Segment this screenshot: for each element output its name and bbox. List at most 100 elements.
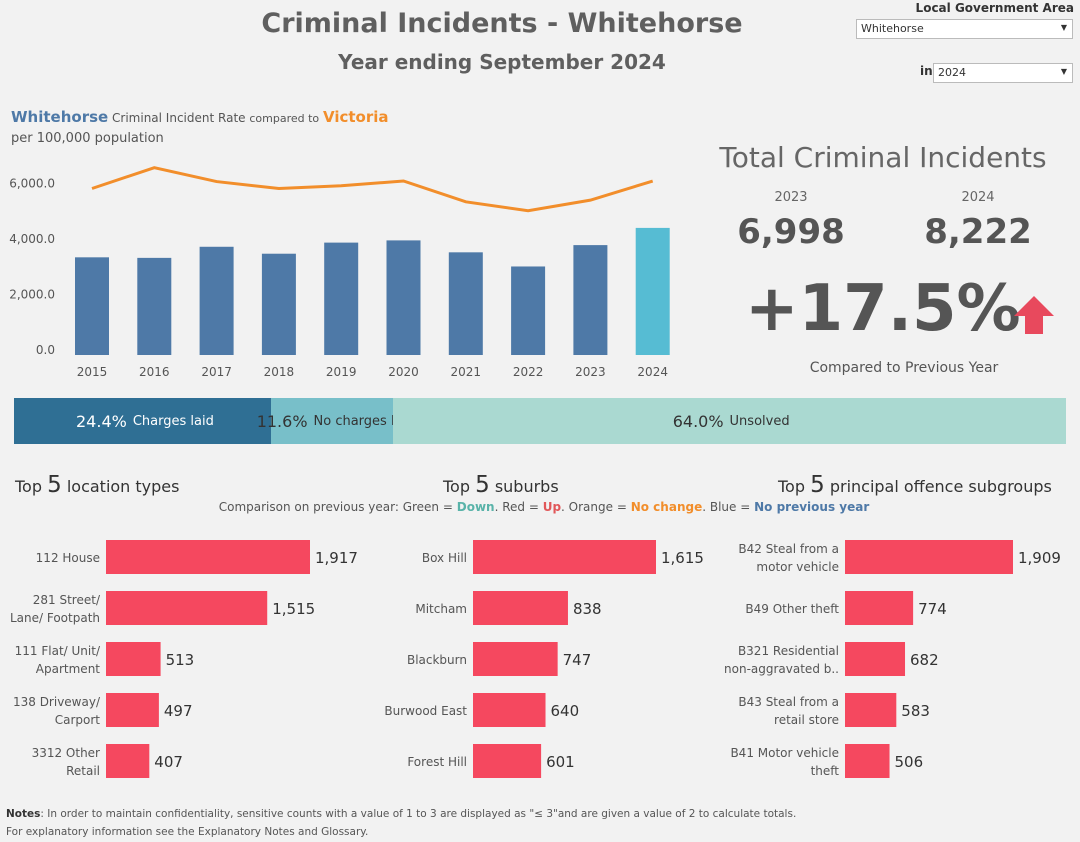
category-label: 138 Driveway/ <box>13 695 101 709</box>
bar-value-label: 747 <box>563 651 592 669</box>
category-label: Retail <box>66 764 100 778</box>
unsolved-label: Unsolved <box>729 413 790 429</box>
x-tick-label: 2022 <box>513 365 544 379</box>
suburbs-chart: Box Hill 1,615 Mitcham 838 Blackburn 747 Burwo… <box>384 540 704 778</box>
bar-4 <box>845 744 890 778</box>
legend-blue-text: . Blue = <box>702 500 751 514</box>
y-tick-label: 0.0 <box>36 343 55 357</box>
offence-chart: B42 Steal from a motor vehicle 1,909 B49 Ot… <box>724 540 1061 778</box>
lga-dropdown-value: Whitehorse <box>861 22 924 35</box>
bar-4 <box>106 744 150 778</box>
bar-value-label: 601 <box>546 753 575 771</box>
x-tick-label: 2015 <box>77 365 108 379</box>
bar-value-label: 407 <box>154 753 183 771</box>
legend-up: Up <box>542 500 562 514</box>
offence-section-title: Top 5 principal offence subgroups <box>778 472 1052 498</box>
rate-bar-2024 <box>635 227 670 355</box>
bar-value-label: 1,917 <box>315 549 358 567</box>
x-tick-label: 2023 <box>575 365 606 379</box>
bar-value-label: 583 <box>901 702 930 720</box>
outcome-unsolved-segment: 64.0% Unsolved <box>392 398 1066 444</box>
notes-line-1: Notes: In order to maintain confidential… <box>6 805 796 823</box>
section-prefix: Top <box>778 477 805 496</box>
suburb-section-title: Top 5 suburbs <box>443 472 559 498</box>
victoria-rate-line <box>91 166 654 213</box>
year-dropdown-value: 2024 <box>938 66 966 79</box>
rate-title-state: Victoria <box>322 108 389 126</box>
up-arrow-icon <box>1014 296 1054 334</box>
bar-1 <box>473 591 568 625</box>
bar-value-label: 506 <box>895 753 924 771</box>
total-incidents-title: Total Criminal Incidents <box>719 141 1047 174</box>
bar-value-label: 1,515 <box>272 600 315 618</box>
section-prefix: Top <box>443 477 470 496</box>
x-tick-label: 2019 <box>326 365 357 379</box>
curr-year-label: 2024 <box>961 190 995 205</box>
bar-2 <box>845 642 906 676</box>
notes: Notes: In order to maintain confidential… <box>6 805 796 841</box>
rate-bar-2019 <box>324 242 359 355</box>
bar-0 <box>845 540 1013 574</box>
rate-bar-2020 <box>386 240 421 355</box>
bar-3 <box>473 693 546 727</box>
y-tick-label: 6,000.0 <box>9 177 55 191</box>
bar-value-label: 838 <box>573 600 602 618</box>
y-tick-label: 2,000.0 <box>9 288 55 302</box>
year-dropdown[interactable]: 2024 ▼ <box>933 63 1073 83</box>
category-label: 3312 Other <box>32 746 100 760</box>
rate-bar-2022 <box>511 266 546 355</box>
notes-text-1: : In order to maintain confidentiality, … <box>40 808 797 820</box>
legend-red-text: . Red = <box>494 500 539 514</box>
nocharges-pct: 11.6% <box>256 411 308 431</box>
bar-0 <box>106 540 310 574</box>
rate-bar-2021 <box>448 252 483 355</box>
bar-0 <box>473 540 656 574</box>
rate-title-compared: compared to <box>249 112 320 125</box>
category-label: retail store <box>774 713 839 727</box>
charges-label: Charges laid <box>132 413 214 429</box>
category-label: Forest Hill <box>407 755 467 769</box>
category-label: B41 Motor vehicle <box>730 746 839 760</box>
rate-bar-2018 <box>261 253 296 355</box>
category-label: B43 Steal from a <box>738 695 839 709</box>
curr-year-total: 8,222 <box>924 212 1032 252</box>
category-label: 281 Street/ <box>33 593 101 607</box>
bar-3 <box>106 693 159 727</box>
x-tick-label: 2020 <box>388 365 419 379</box>
section-suffix: location types <box>66 477 180 496</box>
section-suffix: suburbs <box>494 477 559 496</box>
rate-title-lga: Whitehorse <box>11 108 109 126</box>
section-number: 5 <box>810 472 825 498</box>
bar-2 <box>106 642 161 676</box>
y-tick-label: 4,000.0 <box>9 232 55 246</box>
bar-3 <box>845 693 897 727</box>
bar-2 <box>473 642 558 676</box>
year-filter-label: in <box>920 64 933 78</box>
prev-year-label: 2023 <box>774 190 808 205</box>
bar-value-label: 513 <box>166 651 195 669</box>
x-tick-label: 2021 <box>451 365 482 379</box>
category-label: Box Hill <box>422 551 467 565</box>
rate-bar-2016 <box>137 257 172 355</box>
bar-1 <box>845 591 914 625</box>
legend-nochange: No change <box>630 500 703 514</box>
charges-pct: 24.4% <box>76 411 127 431</box>
outcome-bar: 24.4% Charges laid 11.6% No charges laid… <box>14 398 1066 444</box>
bar-value-label: 774 <box>918 600 947 618</box>
rate-chart-title: Whitehorse Criminal Incident Rate compar… <box>11 108 389 126</box>
category-label: Burwood East <box>384 704 467 718</box>
legend-intro: Comparison on previous year: Green = <box>218 500 453 514</box>
prev-year-total: 6,998 <box>737 212 845 252</box>
category-label: B321 Residential <box>738 644 839 658</box>
category-label: Carport <box>55 713 101 727</box>
section-suffix: principal offence subgroups <box>829 477 1052 496</box>
rate-title-mid: Criminal Incident Rate <box>112 111 246 125</box>
outcome-nocharges-segment: 11.6% No charges laid <box>257 398 414 444</box>
category-label: Apartment <box>36 662 100 676</box>
category-label: B42 Steal from a <box>738 542 839 556</box>
bar-4 <box>473 744 542 778</box>
rate-bar-2023 <box>573 245 608 355</box>
rate-bar-2015 <box>75 257 109 355</box>
lga-dropdown[interactable]: Whitehorse ▼ <box>856 19 1073 39</box>
notes-line-2: For explanatory information see the Expl… <box>6 826 369 838</box>
